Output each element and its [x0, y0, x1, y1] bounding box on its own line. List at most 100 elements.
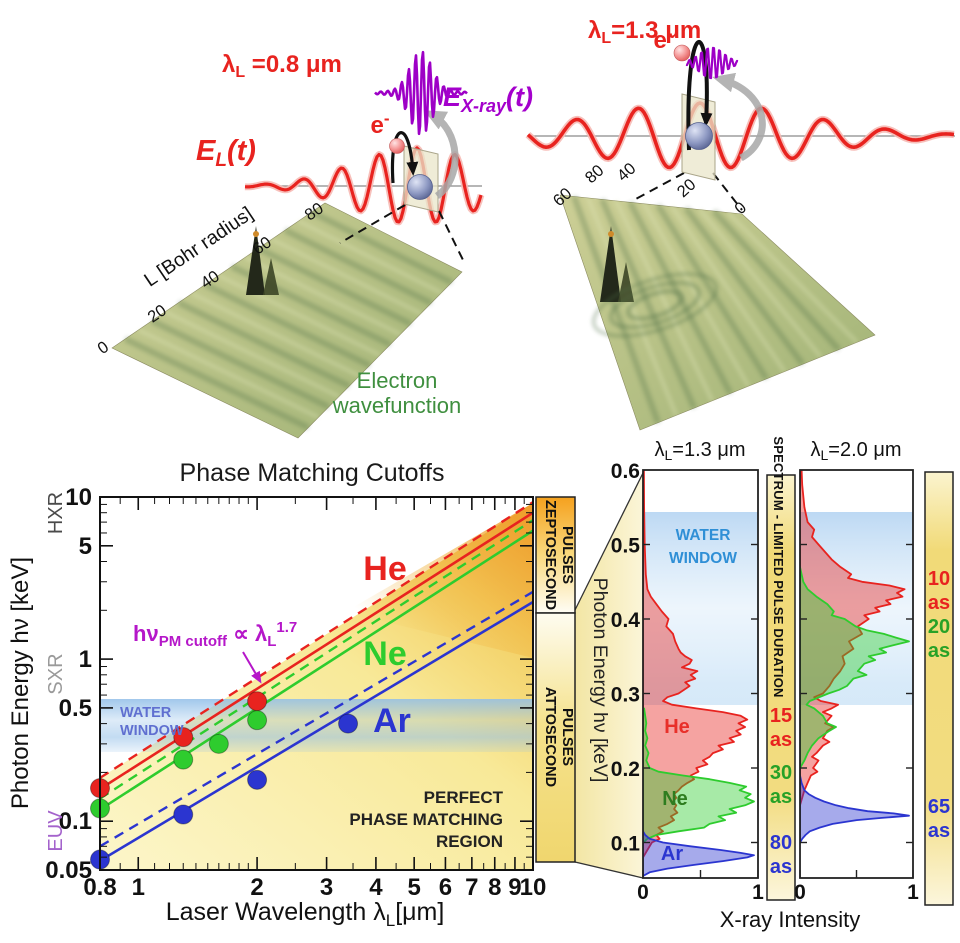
recollision-arrow-left: [423, 110, 459, 199]
lambda-label-right: λL=1.3 μm: [588, 17, 701, 47]
xray-burst-left: [374, 50, 468, 136]
panel2-frame: [799, 469, 914, 879]
spectrum-limited-label: SPECTRUM - LIMITED PULSE DURATION: [771, 436, 786, 697]
water-window-label-2: WINDOW: [120, 723, 184, 739]
ion-left: [407, 174, 433, 200]
water-window-label-1: WATER: [120, 705, 172, 721]
phase-chart-title: Phase Matching Cutoffs: [180, 459, 445, 487]
tick-label: 0: [794, 881, 806, 904]
lambda-label-left: λL =0.8 μm: [222, 51, 342, 81]
tick-label: 5: [407, 874, 420, 901]
tick-label: 0.8: [83, 874, 116, 901]
caption-electron: Electron: [357, 368, 438, 393]
tick-label: 10: [520, 874, 547, 901]
panel1-frame: [642, 469, 759, 879]
tick-label: 0.5: [611, 535, 641, 558]
duration-ne-unit: as: [770, 786, 792, 808]
tick-label: 1: [752, 881, 764, 904]
duration2-ar-unit: as: [928, 820, 950, 842]
zepto-bar-text-2: PULSES: [559, 526, 575, 584]
zepto-bar-text-1: ZEPTOSECOND: [542, 500, 558, 610]
ripple-rings-right: [592, 272, 718, 338]
zoom-wedge: [575, 473, 643, 878]
panel1-gas-ar: Ar: [661, 843, 683, 865]
panel1-gas-he: He: [664, 716, 690, 738]
peak-tip-left: [253, 231, 259, 237]
series-label-he: He: [363, 550, 406, 588]
duration-he-unit: as: [770, 729, 792, 751]
tick-label: 4: [369, 874, 383, 901]
caption-wavefunction: wavefunction: [332, 393, 461, 418]
panel1-title: λL=1.3 μm: [654, 439, 745, 463]
perfect-region-1: PERFECT: [424, 788, 504, 807]
tick-label: 0.2: [611, 758, 640, 781]
wavepacket-peak-left: [246, 226, 265, 295]
ion-right: [685, 122, 713, 150]
panel1-water-window-1: WATER: [676, 527, 731, 544]
zoom-connector-dashes: [339, 172, 743, 261]
wedge-top-line: [574, 472, 644, 611]
electron-wavefunction-surface-left: [111, 202, 463, 439]
electron-ball-right: [673, 44, 691, 62]
duration-he-15: 15: [770, 705, 792, 727]
tick-label: 9: [508, 874, 521, 901]
tick-label: 0.1: [59, 808, 92, 835]
tick-label: 0.1: [611, 833, 641, 856]
spectra-panel1-dynamic: [643, 470, 755, 877]
electron-wavefunction-surface-right: [559, 194, 876, 431]
panel1-gas-ne: Ne: [662, 788, 688, 810]
perfect-region-2: PHASE MATCHING: [349, 810, 503, 829]
tick-label: 10: [65, 484, 92, 511]
tick-label: 2: [250, 874, 263, 901]
tick-label: 7: [465, 874, 478, 901]
electron-ball-left: [389, 138, 405, 154]
electron-trajectory-right: [686, 39, 713, 151]
water-window-band-panel1: [643, 512, 758, 705]
duration2-ne-unit: as: [928, 640, 950, 662]
tick-label: 0.4: [611, 609, 641, 632]
tick-label: 0.05: [45, 857, 92, 884]
tick-40r: 40: [614, 159, 640, 185]
duration-ne-30: 30: [770, 762, 792, 784]
region-label-euv: EUV: [45, 810, 67, 852]
xray-field-label: EX-ray(t): [443, 82, 533, 116]
electron-trajectory-left: [390, 131, 419, 184]
duration-ar-unit: as: [770, 856, 792, 878]
peak-tip-right: [608, 231, 614, 237]
tick-label: 0: [637, 881, 649, 904]
atto-bar-text-2: PULSES: [559, 708, 575, 766]
wavepacket-peak-right: [600, 226, 621, 302]
duration2-he-10: 10: [928, 568, 950, 590]
tick-label: 1: [907, 881, 919, 904]
xray-burst-right: [685, 46, 739, 80]
duration2-ar-65: 65: [928, 796, 950, 818]
wedge-photon-energy-label: Photon Energy hν [keV]: [589, 578, 611, 783]
tick-label: 0.5: [59, 695, 92, 722]
attosecond-bar: [535, 612, 576, 863]
atto-bar-text-1: ATTOSECOND: [542, 687, 558, 787]
panel1-water-window-2: WINDOW: [669, 550, 737, 567]
recollision-arrow-right: [712, 72, 766, 162]
laser-field-wave-right: [525, 99, 956, 172]
panel2-title: λL=2.0 μm: [810, 439, 901, 463]
laser-field-wave-left: [243, 144, 485, 226]
annotation-arrow: [242, 651, 262, 684]
pm-cutoff-annotation: hνPM cutoff ∝ λL1.7: [133, 619, 297, 650]
tick-0: 0: [94, 338, 112, 358]
phase-x-axis-label: Laser Wavelength λL[μm]: [166, 898, 445, 930]
region-label-hxr: HXR: [45, 492, 67, 534]
phase-chart-frame: [99, 496, 534, 871]
electron-label-left: e-: [370, 109, 389, 139]
zeptosecond-bar: [535, 496, 576, 614]
phase-y-axis-label: Photon Energy hν [keV]: [7, 557, 34, 809]
xray-intensity-label: X-ray Intensity: [720, 907, 861, 932]
electron-label-right: e-: [653, 24, 672, 54]
duration-values-panel1: 15 as 30 as 80 as: [770, 705, 792, 878]
duration2-ne-20: 20: [928, 616, 950, 638]
tick-label: 8: [488, 874, 501, 901]
duration-bar-panel2: [924, 471, 954, 906]
duration-ar-80: 80: [770, 832, 792, 854]
